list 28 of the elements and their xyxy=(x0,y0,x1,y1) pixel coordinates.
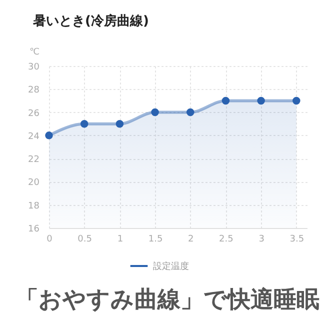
x-tick-label: 1.5 xyxy=(148,234,163,244)
y-axis-title: ℃ xyxy=(30,48,40,58)
point xyxy=(186,108,194,116)
x-tick-label: 0.5 xyxy=(78,234,92,244)
y-tick-label: 22 xyxy=(28,155,40,166)
y-tick-label: 26 xyxy=(28,108,40,119)
point xyxy=(151,108,159,116)
y-tick-label: 18 xyxy=(28,201,40,212)
point xyxy=(257,96,265,105)
x-tick-label: 2 xyxy=(188,234,194,244)
y-tick-label: 28 xyxy=(28,86,40,96)
legend-label: 設定温度 xyxy=(153,261,189,272)
chart-title: 暑いとき(冷房曲線) xyxy=(33,12,149,30)
x-tick-label: 2.5 xyxy=(219,234,234,244)
y-tick-label: 24 xyxy=(28,132,40,142)
y-tick-label: 30 xyxy=(28,62,40,72)
text: 「おやすみ曲線」で快適睡眠 xyxy=(14,286,320,315)
point xyxy=(80,120,88,128)
x-tick-label: 3.5 xyxy=(290,234,304,244)
point xyxy=(222,96,230,105)
point xyxy=(116,120,124,128)
point xyxy=(292,96,300,105)
y-tick-label: 16 xyxy=(28,224,40,234)
y-tick-label: 20 xyxy=(28,178,40,188)
x-tick-label: 3 xyxy=(258,234,264,244)
x-tick-label: 1 xyxy=(117,234,124,244)
x-tick-label: 0 xyxy=(46,234,53,244)
point xyxy=(45,132,53,140)
